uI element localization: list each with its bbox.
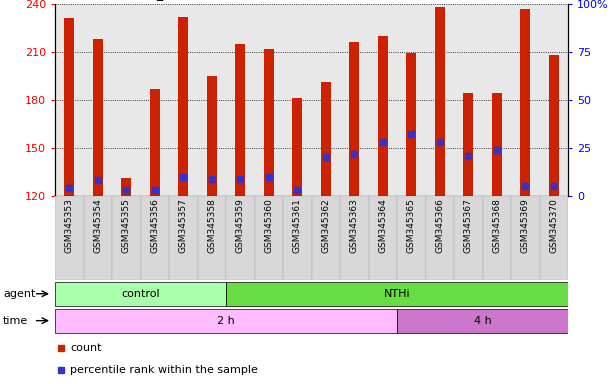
Bar (55, 196, 84, 280)
Text: GSM345356: GSM345356 (150, 199, 159, 253)
Text: GSM345354: GSM345354 (93, 199, 102, 253)
Bar (435, 7, 445, 196)
Bar (197, 196, 226, 280)
Text: GSM345357: GSM345357 (179, 199, 188, 253)
Bar (292, 98, 302, 196)
Text: time: time (3, 316, 28, 326)
Text: control: control (121, 289, 160, 299)
Bar (321, 82, 331, 196)
Bar (312, 196, 340, 280)
Bar (549, 55, 559, 196)
Text: GSM345366: GSM345366 (436, 199, 444, 253)
Text: GSM345360: GSM345360 (265, 199, 273, 253)
Bar (511, 196, 540, 280)
Bar (169, 196, 197, 280)
Text: GSM345369: GSM345369 (521, 199, 530, 253)
Bar (378, 36, 388, 196)
Bar (207, 76, 217, 196)
Bar (397, 309, 568, 333)
Bar (178, 17, 188, 196)
Bar (368, 196, 397, 280)
Bar (121, 178, 131, 196)
Text: GSM345367: GSM345367 (464, 199, 473, 253)
Text: GSM345364: GSM345364 (378, 199, 387, 253)
Text: GSM345359: GSM345359 (236, 199, 245, 253)
Bar (349, 42, 359, 196)
Text: GSM345365: GSM345365 (407, 199, 416, 253)
Text: GSM345361: GSM345361 (293, 199, 302, 253)
Bar (264, 49, 274, 196)
Text: 2 h: 2 h (217, 316, 235, 326)
Bar (255, 196, 283, 280)
Text: count: count (70, 343, 102, 353)
Bar (406, 53, 417, 196)
Text: GSM345358: GSM345358 (207, 199, 216, 253)
Text: 4 h: 4 h (474, 316, 492, 326)
Bar (521, 9, 530, 196)
Text: GSM345355: GSM345355 (122, 199, 131, 253)
Bar (235, 44, 246, 196)
Text: GSM345368: GSM345368 (492, 199, 502, 253)
Bar (426, 196, 454, 280)
Bar (283, 196, 312, 280)
Bar (112, 196, 141, 280)
Bar (55, 282, 226, 306)
Bar (64, 18, 74, 196)
Bar (93, 39, 103, 196)
Text: GSM345362: GSM345362 (321, 199, 331, 253)
Bar (454, 196, 483, 280)
Text: GSM345370: GSM345370 (549, 199, 558, 253)
Bar (84, 196, 112, 280)
Bar (226, 282, 568, 306)
Bar (150, 89, 160, 196)
Bar (483, 196, 511, 280)
Text: NTHi: NTHi (384, 289, 411, 299)
Text: GSM345353: GSM345353 (65, 199, 74, 253)
Bar (141, 196, 169, 280)
Bar (340, 196, 368, 280)
Bar (55, 309, 397, 333)
Text: percentile rank within the sample: percentile rank within the sample (70, 365, 258, 375)
Bar (226, 196, 255, 280)
Text: agent: agent (3, 289, 35, 299)
Bar (397, 196, 426, 280)
Text: GSM345363: GSM345363 (350, 199, 359, 253)
Bar (540, 196, 568, 280)
Bar (492, 93, 502, 196)
Bar (463, 93, 474, 196)
